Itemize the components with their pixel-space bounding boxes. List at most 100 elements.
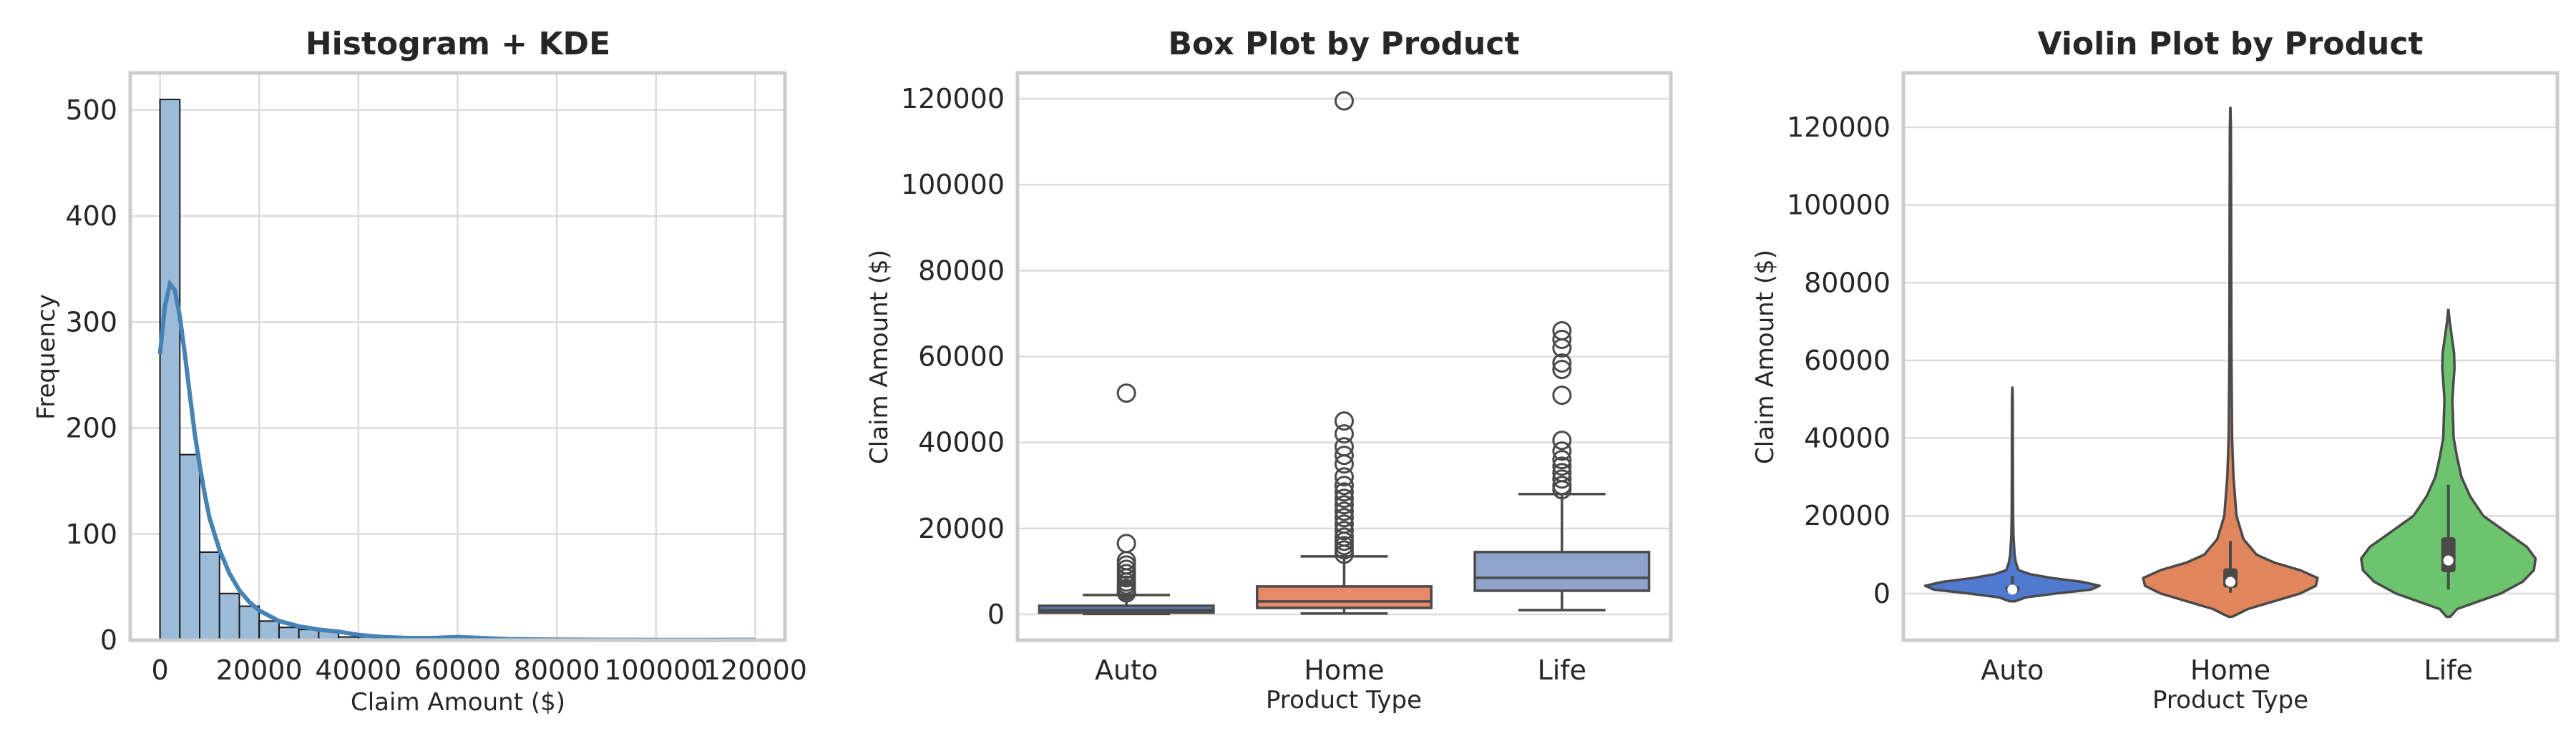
histogram-x-label: Claim Amount ($) [351, 688, 565, 717]
histogram-bar [199, 551, 220, 641]
outlier-point [1335, 489, 1354, 509]
outlier-point [1335, 476, 1354, 496]
outlier-point [1552, 469, 1572, 489]
boxplot-y-label: Claim Amount ($) [865, 250, 894, 464]
outlier-point [1335, 482, 1354, 502]
histogram-bar [278, 627, 300, 641]
boxplot-y-ticks: 0 20000 40000 60000 80000 100000 120000 [901, 83, 1005, 630]
violin-auto [1923, 386, 2101, 603]
violin-title: Violin Plot by Product [2038, 26, 2424, 62]
outlier-point [1552, 320, 1572, 340]
outlier-point [1552, 431, 1572, 451]
boxplot-title: Box Plot by Product [1169, 26, 1520, 62]
x-tick-label: Auto [1095, 654, 1158, 686]
outlier-point [1116, 534, 1136, 554]
x-tick-label: 100000 [604, 654, 708, 686]
y-tick-label: 120000 [901, 83, 1005, 114]
outlier-point [1335, 446, 1354, 466]
violin-body [2142, 107, 2319, 619]
violin-x-ticks: Auto Home Life [1981, 654, 2473, 686]
violin-median-dot [2443, 555, 2454, 566]
y-tick-label: 20000 [918, 513, 1005, 544]
y-tick-label: 0 [100, 624, 117, 656]
outlier-point [1552, 476, 1572, 496]
x-tick-label: 80000 [514, 654, 600, 686]
histogram-y-ticks: 0 100 200 300 400 500 [65, 94, 117, 656]
y-tick-label: 0 [987, 599, 1005, 630]
histogram-bars [159, 99, 756, 642]
x-tick-label: Home [1304, 654, 1384, 686]
violin-shapes [1923, 107, 2537, 619]
y-tick-label: 120000 [1787, 112, 1890, 143]
outlier-point [1552, 360, 1572, 380]
y-tick-label: 20000 [1804, 500, 1890, 531]
x-tick-label: 60000 [414, 654, 501, 686]
outlier-point [1335, 514, 1354, 534]
outlier-point [1552, 456, 1572, 476]
outlier-point [1335, 424, 1354, 444]
violin-home [2142, 107, 2319, 619]
violin-y-ticks: 0 20000 40000 60000 80000 100000 120000 [1787, 112, 1890, 609]
y-tick-label: 0 [1873, 578, 1890, 609]
y-tick-label: 100 [65, 519, 117, 550]
boxplot-panel: Box Plot by Product 0 20000 40000 60000 8000… [865, 26, 1673, 715]
boxplot-boxes [1038, 91, 1651, 616]
outlier-point [1116, 383, 1136, 403]
outlier-point [1335, 501, 1354, 521]
x-tick-label: Life [1538, 654, 1587, 686]
outlier-point [1335, 91, 1354, 111]
y-tick-label: 40000 [918, 427, 1005, 458]
boxplot-x-ticks: Auto Home Life [1095, 654, 1586, 686]
x-tick-label: Home [2190, 654, 2270, 686]
outlier-point [1335, 437, 1354, 457]
violin-x-label: Product Type [2152, 686, 2308, 715]
box-body [1256, 585, 1433, 609]
histogram-grid [130, 73, 785, 642]
y-tick-label: 40000 [1804, 423, 1890, 454]
x-tick-label: 40000 [315, 654, 401, 686]
box-life [1473, 320, 1651, 612]
histogram-bar [218, 592, 240, 641]
x-tick-label: 120000 [703, 654, 807, 686]
histogram-y-label: Frequency [32, 294, 61, 420]
x-tick-label: 20000 [216, 654, 303, 686]
histogram-frame [128, 71, 787, 642]
histogram-title: Histogram + KDE [306, 26, 610, 62]
y-tick-label: 500 [65, 94, 117, 126]
x-tick-label: Auto [1981, 654, 2044, 686]
y-tick-label: 100000 [901, 169, 1005, 200]
outlier-point [1552, 463, 1572, 483]
outlier-point [1335, 411, 1354, 431]
histogram-bar [159, 99, 181, 641]
y-tick-label: 300 [65, 306, 117, 338]
outlier-point [1335, 508, 1354, 528]
violin-iqr-box [2441, 537, 2456, 572]
violin-panel: Violin Plot by Product 0 20000 40000 60000 8… [1751, 26, 2560, 715]
boxplot-frame [1015, 71, 1673, 642]
y-tick-label: 60000 [918, 341, 1005, 373]
outlier-point [1335, 467, 1354, 487]
box-auto [1038, 383, 1215, 616]
y-tick-label: 100000 [1787, 190, 1890, 221]
box-home [1256, 91, 1433, 615]
y-tick-label: 200 [65, 413, 117, 444]
outlier-point [1552, 329, 1572, 349]
violin-median-dot [2225, 576, 2235, 587]
y-tick-label: 60000 [1804, 345, 1890, 376]
violin-median-dot [2007, 584, 2018, 595]
outlier-point [1335, 527, 1354, 547]
boxplot-x-label: Product Type [1266, 686, 1422, 715]
y-tick-label: 400 [65, 200, 117, 232]
outlier-point [1335, 521, 1354, 541]
histogram-bar [179, 453, 201, 641]
box-body [1473, 551, 1651, 592]
violin-y-label: Claim Amount ($) [1751, 250, 1780, 464]
y-tick-label: 80000 [1804, 267, 1890, 298]
outlier-point [1335, 495, 1354, 515]
histogram-panel: Histogram + KDE 0 100 200 300 400 500 0 20000 4… [32, 26, 807, 717]
y-tick-label: 80000 [918, 255, 1005, 286]
outlier-point [1552, 386, 1572, 406]
outlier-point [1552, 450, 1572, 470]
